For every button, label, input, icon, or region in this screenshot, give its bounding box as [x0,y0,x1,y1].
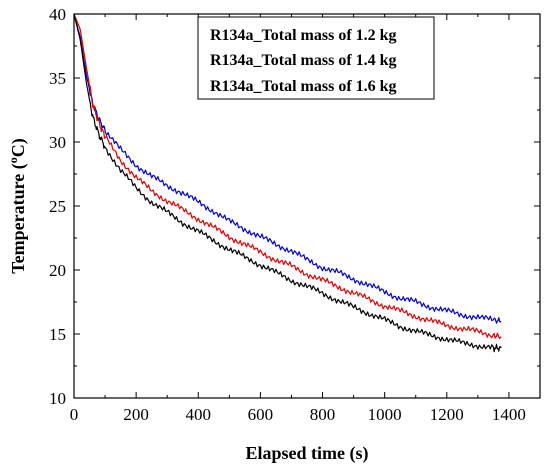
y-tick-label: 40 [49,5,66,24]
y-axis-title: Temperature (oC) [6,138,29,273]
series-layer [73,13,502,353]
x-tick-label: 1200 [430,405,464,424]
x-tick-label: 1000 [368,405,402,424]
x-tick-label: 800 [310,405,336,424]
series-line-1 [73,13,502,324]
y-axis-title-superscript: o [6,157,20,163]
x-tick-label: 200 [123,405,149,424]
y-tick-label: 10 [49,389,66,408]
series-line-2 [73,13,502,340]
x-tick-label: 400 [186,405,212,424]
y-tick-label: 30 [49,133,66,152]
y-axis-title-main: Temperature ( [8,163,29,273]
legend-box [197,16,435,100]
y-tick-label: 25 [49,197,66,216]
legend: R134a_Total mass of 1.2 kg R134a_Total m… [197,16,435,100]
y-axis: 10 15 20 25 30 35 40 [49,5,540,408]
series-line-3 [73,13,502,353]
x-tick-label: 0 [70,405,79,424]
y-tick-label: 20 [49,261,66,280]
x-tick-label: 600 [248,405,274,424]
y-tick-label: 15 [49,325,66,344]
legend-entry-2: R134a_Total mass of 1.4 kg [210,52,397,69]
legend-entry-1: R134a_Total mass of 1.2 kg [210,27,397,44]
y-axis-title-unit: C) [8,138,29,157]
legend-entry-3: R134a_Total mass of 1.6 kg [210,78,397,95]
x-axis-title: Elapsed time (s) [246,443,369,464]
y-tick-label: 35 [49,69,66,88]
x-tick-label: 1400 [492,405,526,424]
